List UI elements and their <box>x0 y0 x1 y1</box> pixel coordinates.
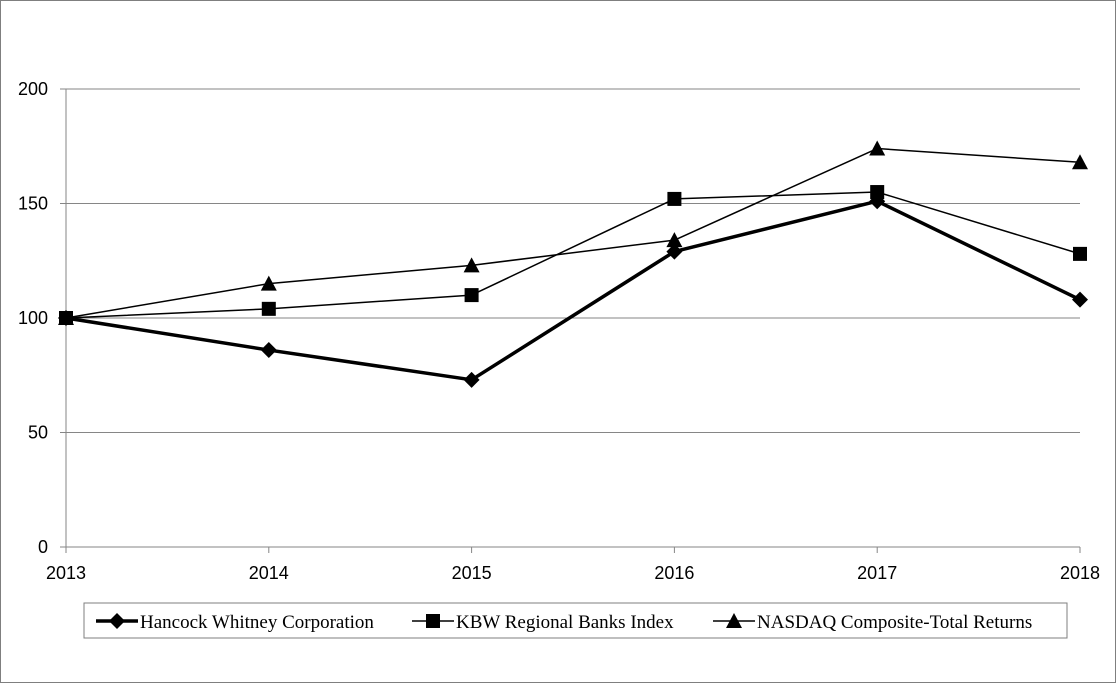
axes <box>60 88 1081 553</box>
data-point-square-3 <box>667 191 682 206</box>
legend-label: Hancock Whitney Corporation <box>140 612 374 633</box>
legend-item-triangle: NASDAQ Composite-Total Returns <box>713 612 1032 633</box>
data-point-triangle-3 <box>666 232 683 248</box>
y-tick-label: 100 <box>18 308 48 328</box>
x-tick-label: 2017 <box>857 563 897 583</box>
x-tick-label: 2018 <box>1060 563 1100 583</box>
data-point-triangle-4 <box>869 140 886 156</box>
data-point-diamond-4 <box>869 193 886 210</box>
series-line-square <box>65 191 1081 319</box>
y-tick-label: 50 <box>28 423 48 443</box>
series-diamond <box>58 193 1088 388</box>
legend: Hancock Whitney Corporation KBW Regional … <box>83 602 1068 639</box>
gridlines <box>66 88 1080 433</box>
legend-marker-square <box>426 614 440 628</box>
data-point-triangle-1 <box>260 275 277 291</box>
data-point-diamond-0 <box>58 310 74 326</box>
series-square <box>59 185 1087 325</box>
legend-label: NASDAQ Composite-Total Returns <box>757 612 1032 633</box>
y-tick-label: 0 <box>38 537 48 557</box>
data-point-square-5 <box>1073 246 1087 261</box>
y-tick-label: 200 <box>18 79 48 99</box>
x-tick-label: 2014 <box>249 563 289 583</box>
series-group <box>58 140 1088 388</box>
x-tick-label: 2015 <box>452 563 492 583</box>
data-point-diamond-2 <box>463 371 480 388</box>
series-line-diamond <box>65 199 1081 382</box>
legend-item-square: KBW Regional Banks Index <box>412 612 674 633</box>
series-triangle <box>58 140 1088 325</box>
legend-item-diamond: Hancock Whitney Corporation <box>96 612 374 633</box>
x-tick-label: 2013 <box>46 563 86 583</box>
y-tick-label: 150 <box>18 194 48 214</box>
series-line-triangle <box>65 147 1081 319</box>
data-point-triangle-2 <box>463 257 480 273</box>
data-point-diamond-5 <box>1072 291 1088 308</box>
legend-label: KBW Regional Banks Index <box>456 612 674 633</box>
data-point-square-1 <box>261 301 276 316</box>
data-point-diamond-3 <box>666 243 683 260</box>
data-point-square-2 <box>464 288 479 303</box>
data-point-triangle-5 <box>1072 154 1088 170</box>
legend-marker-triangle <box>726 613 742 628</box>
tick-labels: 0 50 100 150 200 2013 2014 2015 2016 2017 2018 <box>18 79 1100 583</box>
legend-marker-diamond <box>109 613 125 629</box>
legend-box <box>83 602 1068 639</box>
x-tick-label: 2016 <box>654 563 694 583</box>
data-point-diamond-1 <box>260 342 277 359</box>
data-point-square-4 <box>870 185 885 200</box>
